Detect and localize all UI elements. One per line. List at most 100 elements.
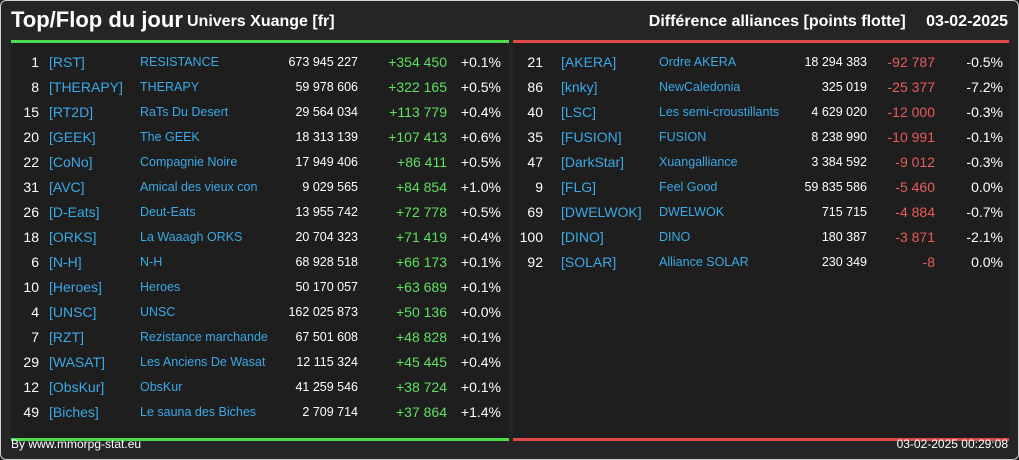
alliance-tag-link[interactable]: [AKERA] — [561, 54, 617, 70]
alliance-tag-link[interactable]: [RZT] — [49, 329, 84, 345]
alliance-tag-link[interactable]: [N-H] — [49, 254, 82, 270]
alliance-rank: 22 — [23, 154, 39, 170]
universe-subtitle: Univers Xuange [fr] — [187, 13, 335, 30]
alliance-name-link[interactable]: Ordre AKERA — [659, 55, 737, 69]
alliance-points: 9 029 565 — [302, 180, 358, 194]
alliance-tag-link[interactable]: [Biches] — [49, 404, 99, 420]
alliance-name-link[interactable]: Feel Good — [659, 180, 718, 194]
alliance-pct: -2.1% — [966, 229, 1003, 245]
alliance-points: 18 313 139 — [295, 130, 358, 144]
alliance-name-link[interactable]: Xuangalliance — [659, 155, 738, 169]
alliance-pct: +0.5% — [460, 79, 501, 95]
alliance-tag-link[interactable]: [knky] — [561, 79, 598, 95]
alliance-name-link[interactable]: Heroes — [140, 280, 181, 294]
alliance-diff: +45 445 — [396, 354, 447, 370]
alliance-name-link[interactable]: Les Anciens De Wasat — [140, 355, 266, 369]
alliance-name-link[interactable]: Rezistance marchande — [140, 330, 268, 344]
alliance-name-link[interactable]: N-H — [140, 255, 163, 269]
top-row: 10 [Heroes] Heroes 50 170 057 +63 689 +0.1% — [11, 275, 509, 300]
alliance-points: 673 945 227 — [288, 55, 358, 69]
alliance-name-link[interactable]: Les semi-croustillants — [659, 105, 780, 119]
alliance-tag-link[interactable]: [LSC] — [561, 104, 597, 120]
alliance-tag-link[interactable]: [AVC] — [49, 179, 85, 195]
alliance-name-link[interactable]: DINO — [659, 230, 691, 244]
alliance-diff: +50 136 — [396, 304, 447, 320]
alliance-diff: +63 689 — [396, 279, 447, 295]
alliance-tag-link[interactable]: [D-Eats] — [49, 204, 100, 220]
alliance-pct: +0.6% — [460, 129, 501, 145]
alliance-rank: 12 — [23, 379, 39, 395]
alliance-pct: 0.0% — [971, 254, 1003, 270]
alliance-tag-link[interactable]: [ObsKur] — [49, 379, 105, 395]
top-row: 4 [UNSC] UNSC 162 025 873 +50 136 +0.0% — [11, 300, 509, 325]
alliance-name-link[interactable]: Amical des vieux con — [140, 180, 258, 194]
alliance-tag-link[interactable]: [DarkStar] — [561, 154, 625, 170]
alliance-diff: -25 377 — [887, 79, 935, 95]
alliance-tag-link[interactable]: [DWELWOK] — [561, 204, 642, 220]
alliance-rank: 6 — [31, 254, 39, 270]
top-row: 29 [WASAT] Les Anciens De Wasat 12 115 324 +… — [11, 350, 509, 375]
alliance-rank: 15 — [23, 104, 39, 120]
alliance-points: 59 835 586 — [804, 180, 867, 194]
top-row: 8 [THERAPY] THERAPY 59 978 606 +322 165 +0.5% — [11, 75, 509, 100]
alliance-pct: -7.2% — [966, 79, 1003, 95]
alliance-tag-link[interactable]: [DINO] — [561, 229, 604, 245]
alliance-tag-link[interactable]: [FLG] — [561, 179, 597, 195]
alliance-name-link[interactable]: Compagnie Noire — [140, 155, 238, 169]
alliance-name-link[interactable]: RaTs Du Desert — [140, 105, 229, 119]
alliance-tag-link[interactable]: [GEEK] — [49, 129, 96, 145]
alliance-tag-link[interactable]: [SOLAR] — [561, 254, 617, 270]
alliance-points: 17 949 406 — [295, 155, 358, 169]
footer-timestamp: 03-02-2025 00:29:08 — [896, 437, 1008, 451]
alliance-rank: 8 — [31, 79, 39, 95]
alliance-name-link[interactable]: UNSC — [140, 305, 176, 319]
top-row: 22 [CoNo] Compagnie Noire 17 949 406 +86 411… — [11, 150, 509, 175]
flop-row: 69 [DWELWOK] DWELWOK 715 715 -4 884 -0.7% — [513, 200, 1009, 225]
alliance-name-link[interactable]: Le sauna des Biches — [140, 405, 257, 419]
alliance-name-link[interactable]: The GEEK — [140, 130, 200, 144]
alliance-tag-link[interactable]: [ORKS] — [49, 229, 97, 245]
alliance-tag-link[interactable]: [UNSC] — [49, 304, 97, 320]
alliance-tag-link[interactable]: [CoNo] — [49, 154, 93, 170]
alliance-pct: +0.4% — [460, 104, 501, 120]
alliance-pct: +0.4% — [460, 354, 501, 370]
alliance-name-link[interactable]: RESISTANCE — [140, 55, 219, 69]
alliance-points: 325 019 — [821, 80, 867, 94]
alliance-diff: +48 828 — [396, 329, 447, 345]
alliance-rank: 86 — [527, 79, 543, 95]
alliance-tag-link[interactable]: [Heroes] — [49, 279, 102, 295]
alliance-points: 13 955 742 — [295, 205, 358, 219]
alliance-tag-link[interactable]: [WASAT] — [49, 354, 105, 370]
alliance-rank: 26 — [23, 204, 39, 220]
alliance-name-link[interactable]: DWELWOK — [659, 205, 725, 219]
header-right: Différence alliances [points flotte] 03-… — [633, 13, 1008, 31]
alliance-name-link[interactable]: La Waaagh ORKS — [140, 230, 243, 244]
alliance-name-link[interactable]: ObsKur — [140, 380, 183, 394]
alliance-name-link[interactable]: Alliance SOLAR — [659, 255, 749, 269]
flop-row: 100 [DINO] DINO 180 387 -3 871 -2.1% — [513, 225, 1009, 250]
alliance-name-link[interactable]: FUSION — [659, 130, 707, 144]
alliance-name-link[interactable]: Deut-Eats — [140, 205, 196, 219]
alliance-tag-link[interactable]: [RST] — [49, 54, 85, 70]
alliance-rank: 21 — [527, 54, 543, 70]
alliance-rank: 31 — [23, 179, 39, 195]
alliance-name-link[interactable]: NewCaledonia — [659, 80, 741, 94]
alliance-points: 29 564 034 — [295, 105, 358, 119]
flop-row: 35 [FUSION] FUSION 8 238 990 -10 991 -0.1% — [513, 125, 1009, 150]
top-row: 18 [ORKS] La Waaagh ORKS 20 704 323 +71 419 +… — [11, 225, 509, 250]
alliance-pct: +1.4% — [460, 404, 501, 420]
alliance-tag-link[interactable]: [THERAPY] — [49, 79, 123, 95]
alliance-tag-link[interactable]: [FUSION] — [561, 129, 622, 145]
alliance-name-link[interactable]: THERAPY — [140, 80, 200, 94]
alliance-pct: +0.1% — [460, 54, 501, 70]
alliance-diff: +354 450 — [388, 54, 447, 70]
alliance-diff: -4 884 — [895, 204, 935, 220]
alliance-points: 8 238 990 — [811, 130, 867, 144]
alliance-pct: 0.0% — [971, 179, 1003, 195]
alliance-points: 50 170 057 — [295, 280, 358, 294]
alliance-diff: +113 779 — [389, 104, 447, 120]
alliance-tag-link[interactable]: [RT2D] — [49, 104, 94, 120]
flop-row: 47 [DarkStar] Xuangalliance 3 384 592 -9 012… — [513, 150, 1009, 175]
alliance-rank: 1 — [31, 54, 39, 70]
